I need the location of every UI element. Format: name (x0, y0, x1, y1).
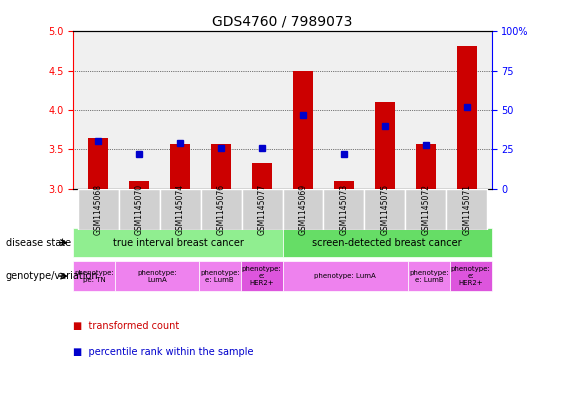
Text: true interval breast cancer: true interval breast cancer (112, 238, 244, 248)
Text: genotype/variation: genotype/variation (6, 271, 98, 281)
Text: GSM1145076: GSM1145076 (216, 184, 225, 235)
FancyBboxPatch shape (115, 261, 199, 291)
FancyBboxPatch shape (282, 228, 492, 257)
FancyBboxPatch shape (201, 189, 241, 230)
Text: GSM1145074: GSM1145074 (176, 184, 185, 235)
FancyBboxPatch shape (450, 261, 492, 291)
Bar (211, 144, 231, 189)
Text: ■  percentile rank within the sample: ■ percentile rank within the sample (73, 347, 254, 357)
Text: phenotype: LumA: phenotype: LumA (314, 273, 376, 279)
FancyBboxPatch shape (364, 189, 406, 230)
Text: GSM1145072: GSM1145072 (421, 184, 431, 235)
Bar (129, 181, 149, 189)
Text: GSM1145077: GSM1145077 (258, 184, 267, 235)
FancyBboxPatch shape (159, 189, 201, 230)
Bar (88, 138, 108, 189)
Bar (334, 181, 354, 189)
FancyBboxPatch shape (241, 261, 282, 291)
Text: GSM1145068: GSM1145068 (94, 184, 102, 235)
Bar (375, 102, 396, 189)
Text: phenotype:
e: LumB: phenotype: e: LumB (200, 270, 240, 283)
FancyBboxPatch shape (199, 261, 241, 291)
Text: phenotype:
e: LumB: phenotype: e: LumB (409, 270, 449, 283)
Bar (252, 163, 272, 189)
Bar (457, 46, 477, 189)
Text: GSM1145071: GSM1145071 (463, 184, 471, 235)
FancyBboxPatch shape (406, 189, 446, 230)
FancyBboxPatch shape (408, 261, 450, 291)
Bar (170, 144, 190, 189)
Title: GDS4760 / 7989073: GDS4760 / 7989073 (212, 15, 353, 29)
FancyBboxPatch shape (324, 189, 364, 230)
FancyBboxPatch shape (73, 261, 115, 291)
Text: screen-detected breast cancer: screen-detected breast cancer (312, 238, 462, 248)
Text: GSM1145070: GSM1145070 (134, 184, 144, 235)
FancyBboxPatch shape (77, 189, 119, 230)
FancyBboxPatch shape (241, 189, 282, 230)
FancyBboxPatch shape (446, 189, 488, 230)
Text: phenotype:
LumA: phenotype: LumA (137, 270, 177, 283)
Text: phenotype:
e:
HER2+: phenotype: e: HER2+ (242, 266, 281, 286)
FancyBboxPatch shape (282, 261, 408, 291)
Text: GSM1145075: GSM1145075 (380, 184, 389, 235)
Text: phenotype:
e:
HER2+: phenotype: e: HER2+ (451, 266, 490, 286)
Text: disease state: disease state (6, 238, 71, 248)
FancyBboxPatch shape (282, 189, 324, 230)
Text: GSM1145069: GSM1145069 (298, 184, 307, 235)
Text: phenotype:
pe: TN: phenotype: pe: TN (75, 270, 114, 283)
FancyBboxPatch shape (119, 189, 159, 230)
Text: ■  transformed count: ■ transformed count (73, 321, 180, 331)
Text: GSM1145073: GSM1145073 (340, 184, 349, 235)
Bar (416, 144, 436, 189)
FancyBboxPatch shape (73, 228, 282, 257)
Bar (293, 71, 313, 189)
